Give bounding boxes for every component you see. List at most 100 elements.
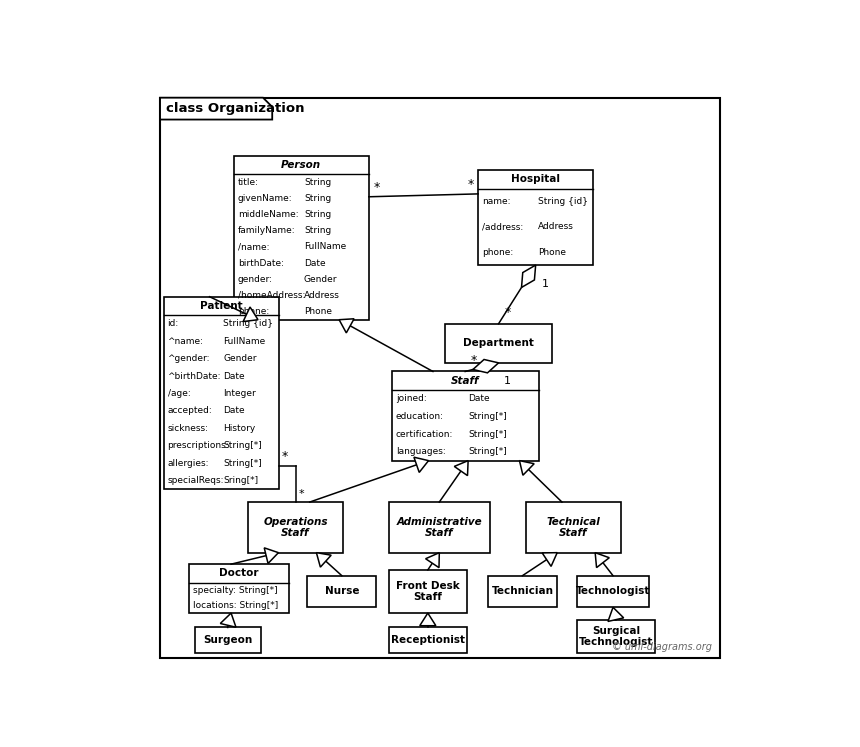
Polygon shape [316,553,331,567]
Text: String[*]: String[*] [468,447,507,456]
Text: familyName:: familyName: [237,226,295,235]
Text: *: * [471,354,477,367]
Text: ^name:: ^name: [168,337,204,346]
Bar [248,502,343,553]
Text: FullName: FullName [304,243,347,252]
Text: Surgeon: Surgeon [203,636,252,645]
Bar [445,323,552,363]
Polygon shape [264,548,279,563]
Text: givenName:: givenName: [237,194,292,203]
Text: Nurse: Nurse [324,586,359,597]
Text: Date: Date [468,394,489,403]
Bar [488,576,557,607]
Text: Technician: Technician [491,586,554,597]
Text: String[*]: String[*] [468,412,507,421]
Polygon shape [160,98,273,120]
Text: Address: Address [304,291,340,300]
Text: ^birthDate:: ^birthDate: [168,371,221,381]
Polygon shape [608,607,624,622]
Text: middleName:: middleName: [237,210,298,219]
Text: /name:: /name: [237,243,269,252]
Text: phone:: phone: [482,248,513,257]
Text: Person: Person [281,160,322,170]
Text: Department: Department [464,338,534,348]
Text: Integer: Integer [224,389,256,398]
Text: String: String [304,194,331,203]
Bar [525,502,621,553]
Text: locations: String[*]: locations: String[*] [193,601,278,610]
Text: 1: 1 [504,376,512,385]
Bar [577,620,654,654]
Text: gender:: gender: [237,275,273,284]
Text: *: * [504,306,511,319]
Text: Receptionist: Receptionist [390,636,464,645]
Text: languages:: languages: [396,447,445,456]
Text: © uml-diagrams.org: © uml-diagrams.org [612,642,712,652]
Text: *: * [298,489,304,499]
Text: Operations
Staff: Operations Staff [263,517,328,538]
Text: Date: Date [304,258,326,267]
Bar [234,156,369,320]
Text: allergies:: allergies: [168,459,209,468]
Text: birthDate:: birthDate: [237,258,284,267]
Text: String {id}: String {id} [538,196,588,206]
Text: String[*]: String[*] [224,459,262,468]
Text: phone:: phone: [237,307,269,316]
Text: Gender: Gender [224,354,257,363]
Polygon shape [426,553,439,568]
Text: Gender: Gender [304,275,337,284]
Text: Address: Address [538,223,574,232]
Text: prescriptions:: prescriptions: [168,441,229,450]
Text: specialReqs:: specialReqs: [168,476,224,486]
Polygon shape [473,359,499,373]
Bar [194,627,261,654]
Polygon shape [339,319,354,333]
Text: Surgical
Technologist: Surgical Technologist [579,626,653,647]
Text: name:: name: [482,196,511,206]
Text: String {id}: String {id} [224,319,273,329]
Text: Staff: Staff [451,376,479,385]
Text: Date: Date [224,406,245,415]
Text: ^gender:: ^gender: [168,354,210,363]
Text: Date: Date [224,371,245,381]
Text: /homeAddress:: /homeAddress: [237,291,305,300]
Bar [307,576,377,607]
Text: *: * [373,181,380,194]
Text: sickness:: sickness: [168,424,208,433]
Text: title:: title: [237,178,259,187]
Bar [392,371,538,461]
Text: Technical
Staff: Technical Staff [546,517,600,538]
Text: Doctor: Doctor [219,568,259,578]
Text: *: * [467,178,474,191]
Bar [189,564,290,613]
Text: History: History [224,424,255,433]
Text: Sring[*]: Sring[*] [224,476,259,486]
Polygon shape [542,553,557,566]
Text: Phone: Phone [538,248,566,257]
Bar [389,627,467,654]
Text: joined:: joined: [396,394,427,403]
Text: Hospital: Hospital [511,174,560,185]
Text: certification:: certification: [396,430,453,438]
Text: Administrative
Staff: Administrative Staff [396,517,482,538]
Polygon shape [595,553,609,568]
Polygon shape [220,613,236,627]
Text: String[*]: String[*] [224,441,262,450]
Text: String: String [304,210,331,219]
Polygon shape [521,265,536,288]
Polygon shape [420,613,436,626]
Text: FullName: FullName [224,337,266,346]
Text: education:: education: [396,412,444,421]
Text: class Organization: class Organization [166,102,304,115]
Text: Phone: Phone [304,307,332,316]
Text: Front Desk
Staff: Front Desk Staff [396,581,460,602]
Bar [478,170,593,265]
Text: *: * [281,450,288,463]
Text: Patient: Patient [200,301,243,311]
Text: /address:: /address: [482,223,524,232]
Polygon shape [454,461,468,476]
Polygon shape [519,461,534,475]
Text: String: String [304,178,331,187]
Polygon shape [414,457,428,472]
Bar [163,297,279,489]
